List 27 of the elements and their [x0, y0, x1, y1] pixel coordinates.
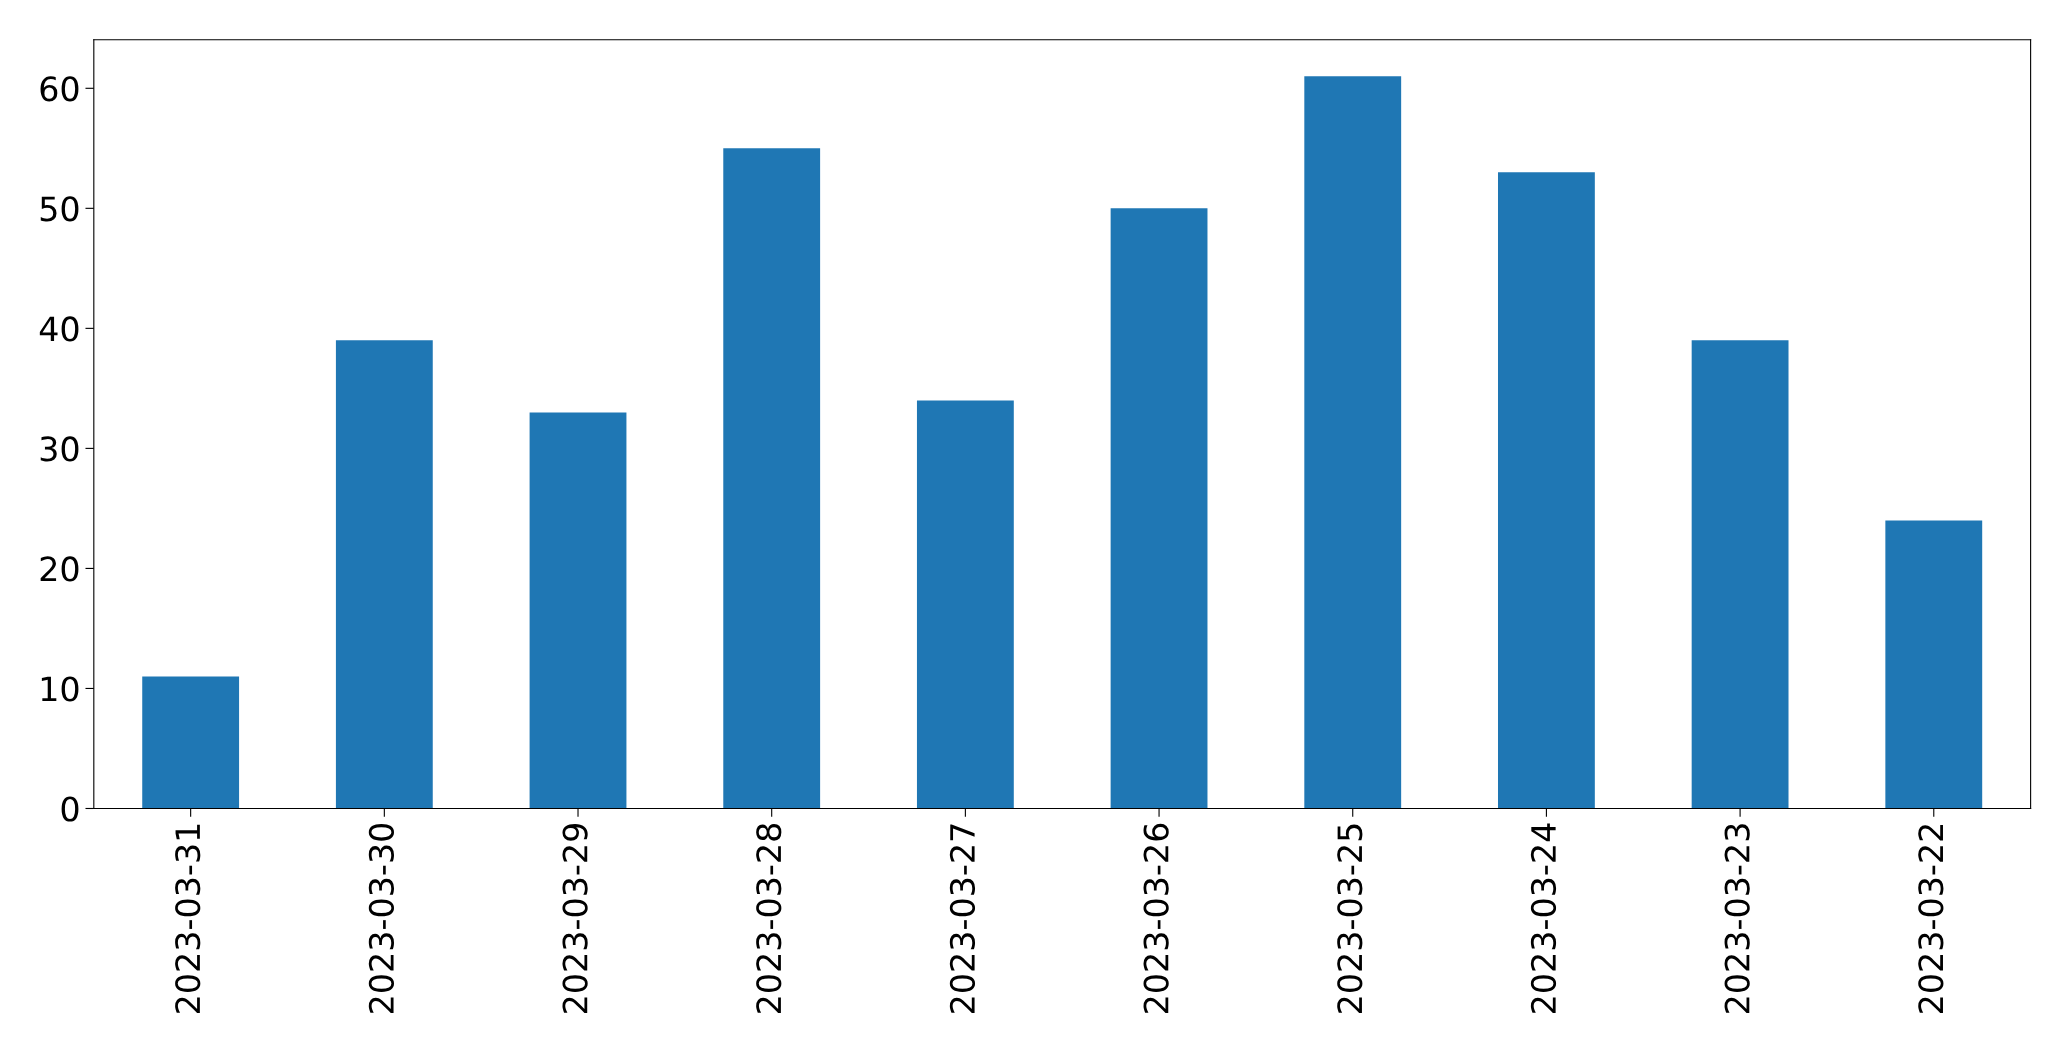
y-tick-label: 60 — [40, 76, 79, 102]
y-tick-label: 20 — [40, 556, 79, 582]
bar — [1110, 208, 1208, 809]
x-tick-label: 2023-03-23 — [1724, 824, 1750, 1013]
y-tick-label: 30 — [40, 436, 79, 462]
x-tick-label: 2023-03-28 — [756, 823, 782, 1013]
bar — [723, 148, 821, 809]
y-tick-label: 40 — [39, 316, 79, 342]
x-tick-label: 2023-03-25 — [1337, 824, 1363, 1013]
x-tick-label: 2023-03-27 — [949, 824, 976, 1013]
bar — [916, 400, 1014, 809]
x-tick-label: 2023-03-29 — [562, 824, 588, 1013]
x-tick-label: 2023-03-26 — [1143, 823, 1169, 1013]
x-tick-label: 2023-03-30 — [368, 823, 395, 1013]
x-tick-label: 2023-03-22 — [1918, 825, 1944, 1013]
bar — [1304, 76, 1402, 809]
bar — [335, 340, 433, 809]
bar — [529, 412, 627, 809]
bar — [1691, 340, 1789, 809]
y-tick-label: 10 — [41, 676, 79, 702]
y-tick-label: 0 — [61, 796, 79, 822]
x-tick-label: 2023-03-24 — [1530, 823, 1557, 1013]
bar — [1885, 520, 1983, 809]
bar — [1498, 172, 1595, 809]
y-tick-label: 50 — [40, 196, 79, 222]
bar — [142, 676, 240, 809]
x-tick-label: 2023-03-31 — [175, 824, 201, 1013]
